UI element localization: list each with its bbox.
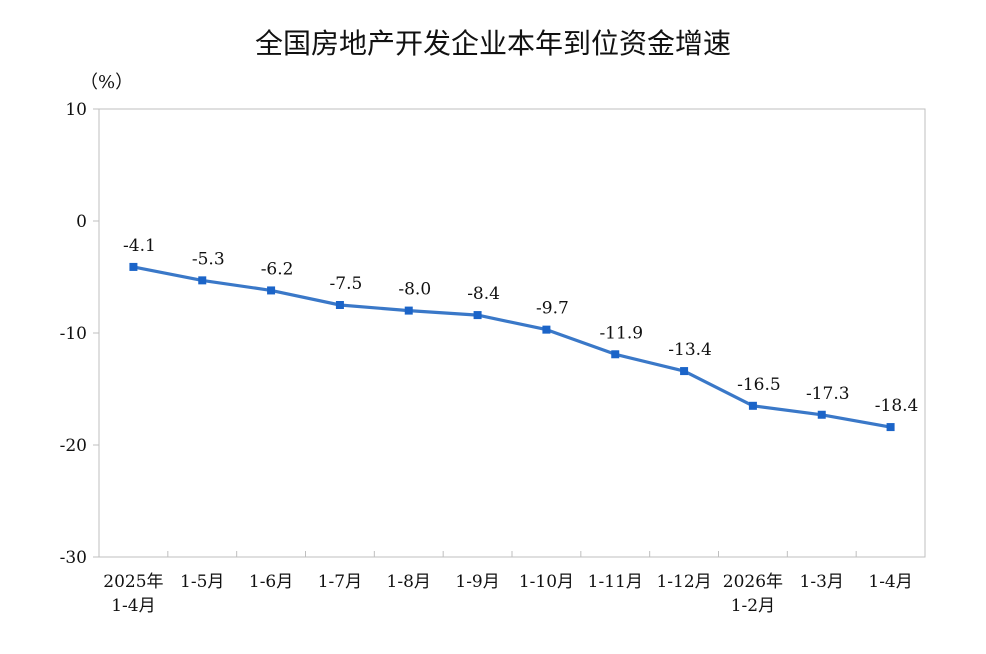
- chart-title: 全国房地产开发企业本年到位资金增速: [254, 27, 731, 60]
- data-point: [404, 306, 413, 315]
- y-tick-label: -20: [60, 436, 87, 456]
- data-point: [748, 401, 757, 410]
- y-tick-label: 0: [76, 212, 87, 232]
- x-tick-label: 2026年: [723, 572, 783, 592]
- y-axis-unit-label: （%）: [80, 72, 134, 93]
- data-label: -8.4: [467, 284, 500, 304]
- x-tick-label: 1-4月: [868, 572, 912, 592]
- data-label: -18.4: [875, 396, 919, 416]
- x-tick-label: 1-9月: [455, 572, 499, 592]
- data-point: [129, 262, 138, 271]
- x-tick-label: 1-5月: [180, 572, 224, 592]
- x-tick-label: 1-11月: [588, 572, 643, 592]
- data-point: [886, 423, 895, 432]
- data-label: -9.7: [536, 299, 569, 319]
- series-line: [133, 265, 891, 429]
- data-label: -17.3: [806, 384, 850, 404]
- x-tick-label: 1-7月: [318, 572, 362, 592]
- x-tick-label: 1-6月: [249, 572, 293, 592]
- y-tick-label: -10: [60, 324, 87, 344]
- data-point: [542, 325, 551, 334]
- data-point: [335, 301, 344, 309]
- y-tick-label: 10: [65, 100, 87, 120]
- x-tick-label: 1-8月: [387, 572, 431, 592]
- data-point: [817, 410, 826, 419]
- data-label: -8.0: [398, 280, 431, 300]
- data-label: -6.2: [261, 259, 294, 279]
- x-tick-label: 1-10月: [519, 572, 574, 592]
- plot-frame: [98, 108, 926, 558]
- data-point: [198, 276, 207, 285]
- x-tick-label: 1-2月: [731, 596, 775, 616]
- data-label: -16.5: [737, 375, 781, 395]
- data-label: -7.5: [330, 274, 363, 294]
- data-label: -11.9: [599, 323, 643, 343]
- x-tick-label: 1-3月: [800, 572, 844, 592]
- data-point: [473, 311, 482, 320]
- x-tick-label: 2025年: [103, 572, 163, 592]
- x-tick-label: 1-4月: [111, 596, 155, 616]
- x-tick-label: 1-12月: [656, 572, 711, 592]
- data-point: [611, 350, 620, 359]
- data-point: [680, 367, 689, 376]
- data-label: -13.4: [668, 340, 712, 360]
- data-label: -5.3: [192, 249, 225, 269]
- data-point: [267, 286, 276, 295]
- y-tick-label: -30: [60, 548, 87, 568]
- data-label: -4.1: [123, 236, 156, 256]
